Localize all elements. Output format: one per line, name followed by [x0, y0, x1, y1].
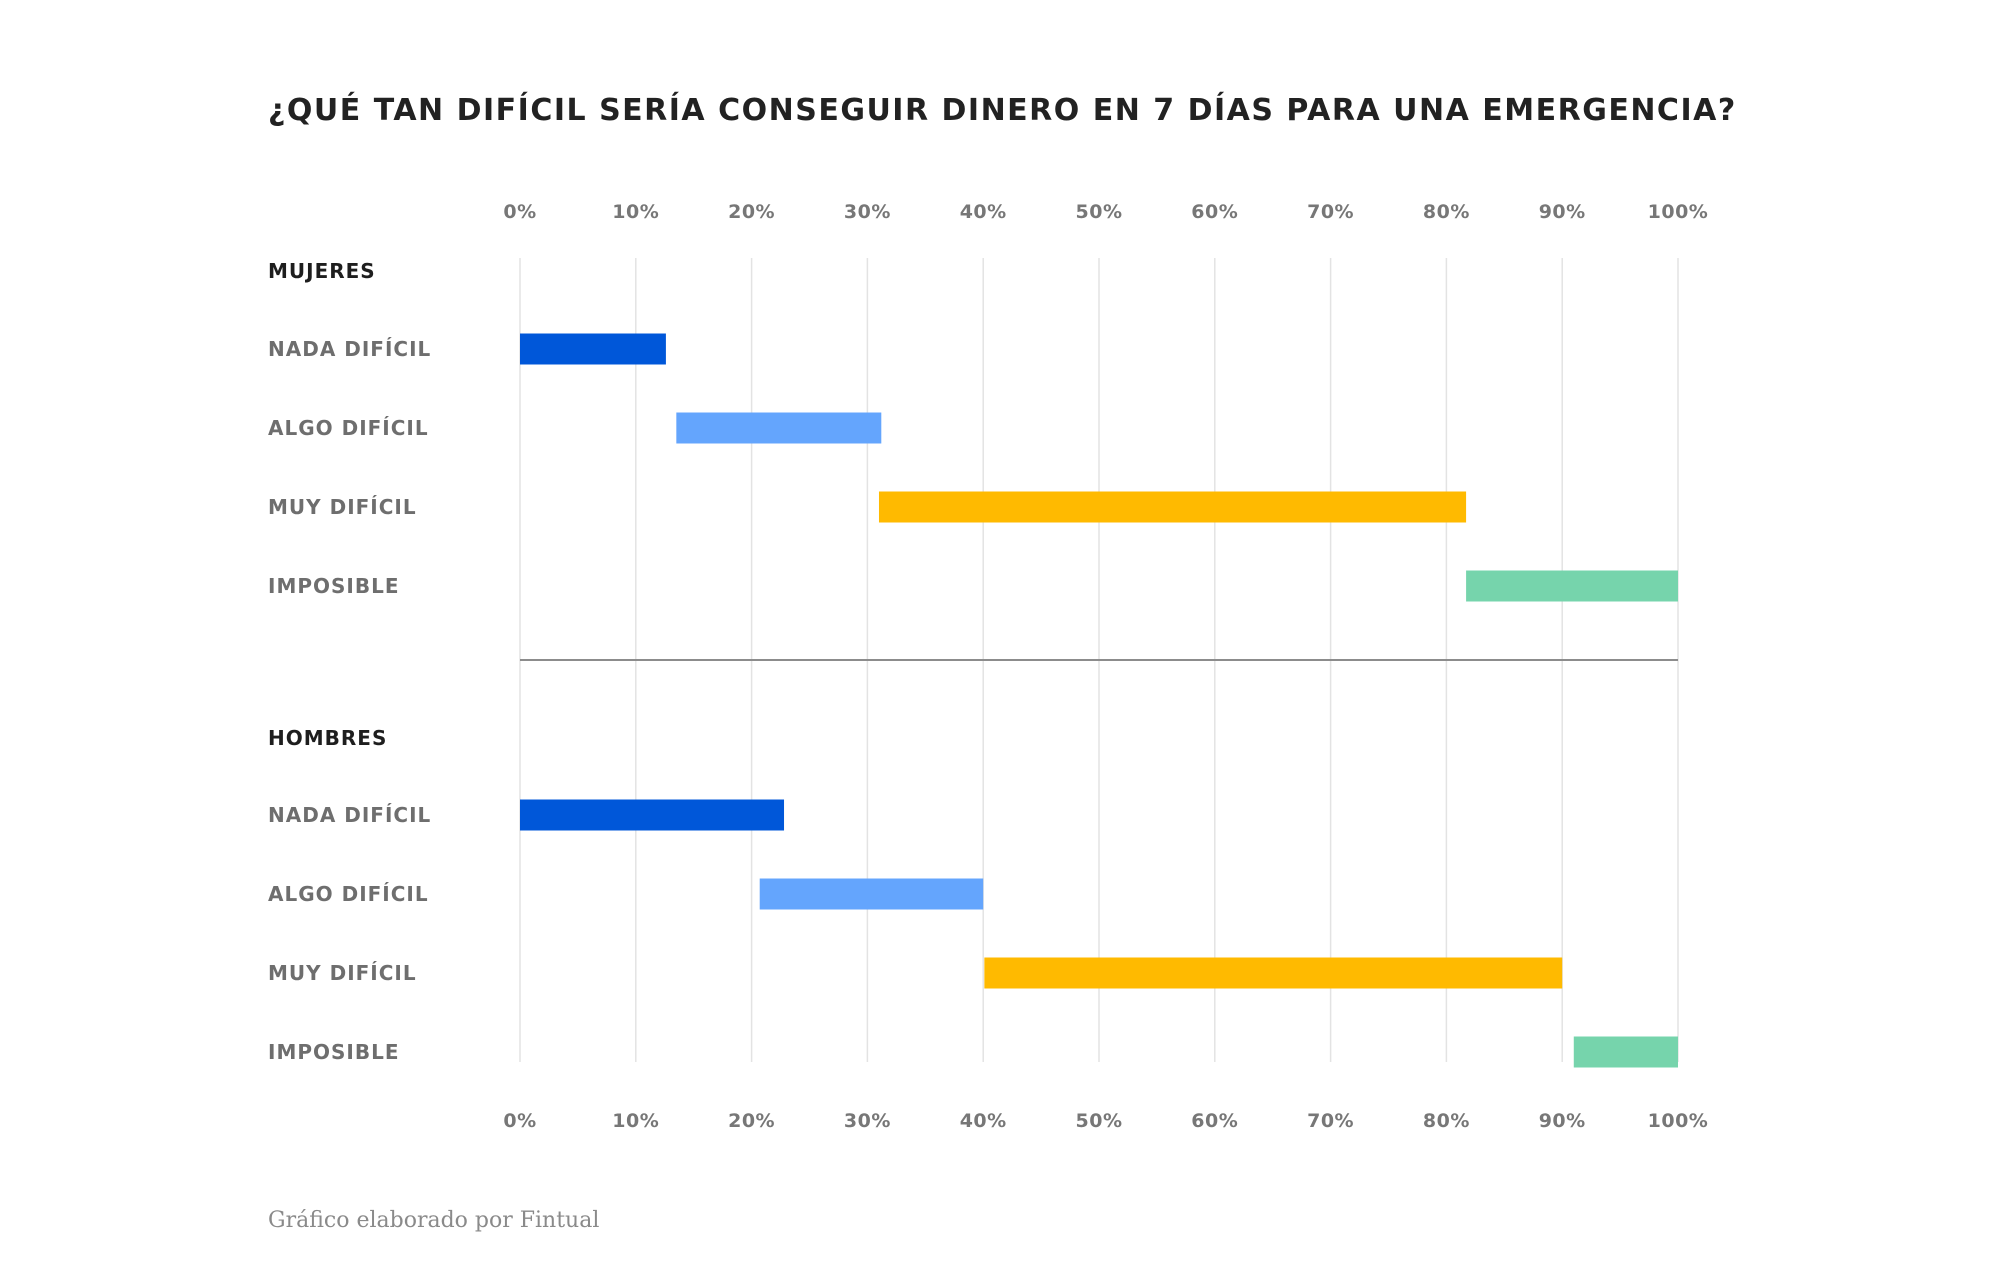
category-label: ALGO DIFÍCIL — [268, 882, 429, 906]
bar — [878, 491, 1467, 523]
x-tick-label-bottom: 30% — [844, 1110, 891, 1132]
category-label: MUY DIFÍCIL — [268, 495, 417, 519]
chart-title: ¿QUÉ TAN DIFÍCIL SERÍA CONSEGUIR DINERO … — [268, 92, 1737, 128]
bar — [1466, 570, 1678, 602]
category-label: IMPOSIBLE — [268, 1040, 400, 1064]
x-tick-label-top: 40% — [960, 201, 1007, 223]
x-tick-label-bottom: 70% — [1307, 1110, 1354, 1132]
x-tick-label-bottom: 20% — [728, 1110, 775, 1132]
bar — [1573, 1036, 1678, 1068]
x-tick-label-bottom: 100% — [1648, 1110, 1709, 1132]
x-tick-label-top: 70% — [1307, 201, 1354, 223]
x-tick-label-bottom: 10% — [612, 1110, 659, 1132]
x-tick-label-bottom: 0% — [503, 1110, 536, 1132]
axis-layer: 0% 0% 10% 10% 20% 20% 30% 30% 40% 40% 50% 50% 60% 60%… — [503, 201, 1709, 1132]
x-tick-label-top: 30% — [844, 201, 891, 223]
x-tick-label-top: 50% — [1076, 201, 1123, 223]
category-label: ALGO DIFÍCIL — [268, 416, 429, 440]
bar — [759, 878, 984, 910]
label-layer: MUJERES NADA DIFÍCIL ALGO DIFÍCIL MUY DIFÍC… — [268, 259, 431, 1064]
x-tick-label-top: 90% — [1539, 201, 1586, 223]
category-label: NADA DIFÍCIL — [268, 803, 431, 827]
category-label: NADA DIFÍCIL — [268, 337, 431, 361]
x-tick-label-top: 100% — [1648, 201, 1709, 223]
x-tick-label-top: 20% — [728, 201, 775, 223]
x-tick-label-top: 60% — [1191, 201, 1238, 223]
x-tick-label-bottom: 60% — [1191, 1110, 1238, 1132]
x-tick-label-top: 80% — [1423, 201, 1470, 223]
x-tick-label-bottom: 80% — [1423, 1110, 1470, 1132]
x-tick-label-bottom: 50% — [1076, 1110, 1123, 1132]
bar — [520, 333, 666, 365]
category-label: MUY DIFÍCIL — [268, 961, 417, 985]
group-label: HOMBRES — [268, 726, 387, 750]
category-label: IMPOSIBLE — [268, 574, 400, 598]
grid-layer — [519, 258, 1679, 1062]
bar — [984, 957, 1563, 989]
x-tick-label-bottom: 90% — [1539, 1110, 1586, 1132]
group-label: MUJERES — [268, 259, 376, 283]
bar — [676, 412, 882, 444]
footer-credit: Gráfico elaborado por Fintual — [268, 1208, 599, 1233]
bar-layer — [520, 333, 1678, 1068]
bar — [520, 799, 785, 831]
x-tick-label-bottom: 40% — [960, 1110, 1007, 1132]
x-tick-label-top: 0% — [503, 201, 536, 223]
x-tick-label-top: 10% — [612, 201, 659, 223]
